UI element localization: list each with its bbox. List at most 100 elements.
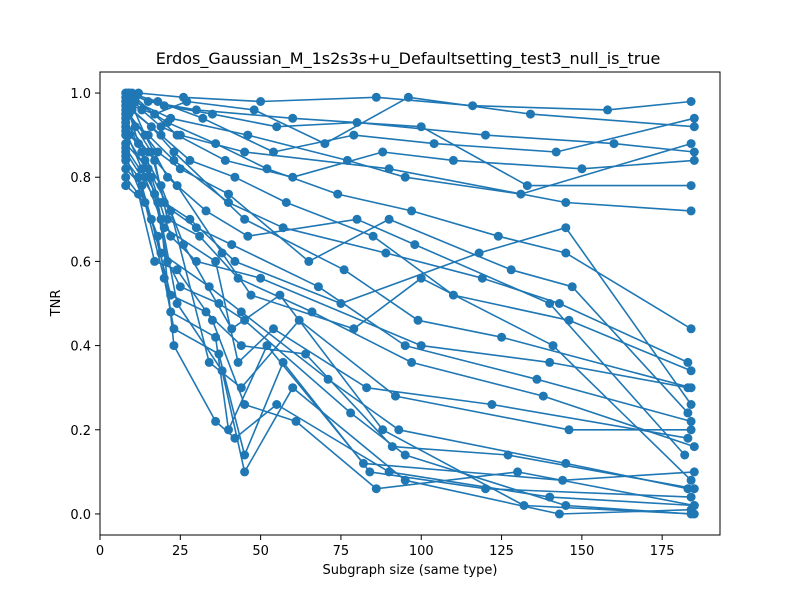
- data-point: [230, 172, 240, 182]
- data-point: [686, 324, 696, 334]
- data-point: [130, 122, 140, 132]
- data-point: [207, 109, 217, 119]
- data-point: [211, 256, 221, 266]
- data-point: [236, 307, 246, 317]
- data-point: [477, 273, 487, 283]
- data-point: [172, 299, 182, 308]
- data-point: [689, 147, 699, 157]
- data-point: [416, 122, 426, 132]
- data-point: [554, 299, 564, 308]
- data-point: [121, 151, 131, 161]
- data-point: [256, 97, 266, 106]
- data-point: [146, 214, 156, 224]
- data-point: [686, 425, 696, 435]
- data-point: [201, 307, 211, 317]
- data-point: [156, 130, 166, 140]
- data-point: [156, 248, 166, 258]
- data-point: [333, 189, 343, 199]
- data-point: [195, 231, 205, 241]
- data-point: [240, 467, 250, 477]
- data-point: [121, 118, 131, 127]
- series-line: [125, 134, 689, 389]
- data-point: [503, 450, 513, 460]
- data-point: [307, 307, 317, 317]
- data-point: [609, 139, 619, 149]
- data-point: [163, 118, 172, 127]
- data-point: [185, 214, 195, 224]
- y-tick-label: 0.6: [70, 255, 91, 270]
- data-point: [169, 341, 179, 351]
- data-point: [140, 155, 150, 165]
- data-point: [686, 181, 696, 191]
- data-point: [272, 400, 282, 409]
- x-tick-label: 100: [409, 544, 434, 559]
- data-point: [561, 198, 571, 207]
- data-point: [548, 341, 558, 351]
- data-point: [179, 92, 188, 102]
- data-point: [166, 206, 176, 216]
- data-point: [352, 118, 362, 127]
- data-point: [137, 164, 147, 174]
- data-point: [686, 383, 696, 393]
- data-point: [448, 155, 458, 165]
- data-point: [143, 164, 153, 174]
- y-axis: 0.0 0.2 0.4 0.6 0.8 1.0: [70, 87, 100, 523]
- data-point: [156, 214, 166, 224]
- data-point: [400, 475, 410, 485]
- data-point: [339, 265, 349, 275]
- data-point: [243, 231, 253, 241]
- data-point: [387, 442, 397, 452]
- data-point: [163, 256, 172, 266]
- data-point: [262, 341, 272, 351]
- x-tick-label: 50: [252, 544, 269, 559]
- data-point: [349, 130, 359, 140]
- data-point: [384, 467, 394, 477]
- data-point: [320, 139, 330, 149]
- data-point: [689, 113, 699, 123]
- data-point: [493, 231, 503, 241]
- series-line: [125, 176, 695, 507]
- data-point: [545, 357, 555, 367]
- data-point: [121, 109, 131, 119]
- data-point: [191, 256, 201, 266]
- plot-markers: [121, 88, 699, 519]
- data-point: [481, 130, 490, 140]
- data-point: [686, 492, 696, 502]
- data-point: [143, 147, 153, 157]
- series-line: [125, 109, 692, 405]
- data-point: [381, 248, 391, 258]
- data-point: [159, 273, 169, 283]
- x-tick-label: 75: [333, 544, 350, 559]
- data-point: [689, 442, 699, 452]
- data-point: [394, 425, 404, 435]
- data-point: [121, 164, 131, 174]
- series-line: [125, 184, 695, 482]
- data-point: [294, 315, 304, 325]
- data-point: [384, 214, 394, 224]
- data-point: [191, 105, 201, 115]
- data-point: [137, 147, 147, 157]
- data-point: [249, 105, 259, 115]
- data-point: [175, 164, 185, 174]
- data-point: [497, 332, 507, 342]
- data-point: [269, 147, 278, 157]
- series-line: [131, 96, 695, 145]
- data-point: [468, 101, 478, 111]
- data-point: [172, 265, 182, 275]
- data-point: [407, 357, 417, 367]
- data-point: [686, 366, 696, 376]
- data-point: [150, 256, 160, 266]
- data-point: [275, 290, 285, 300]
- data-point: [683, 484, 693, 494]
- data-point: [281, 198, 291, 207]
- data-point: [214, 349, 224, 359]
- data-point: [211, 332, 221, 342]
- data-point: [683, 357, 693, 367]
- data-point: [288, 113, 298, 123]
- y-tick-label: 0.8: [70, 171, 91, 186]
- x-tick-label: 175: [650, 544, 675, 559]
- data-point: [413, 315, 423, 325]
- data-point: [169, 155, 179, 165]
- data-point: [185, 155, 195, 165]
